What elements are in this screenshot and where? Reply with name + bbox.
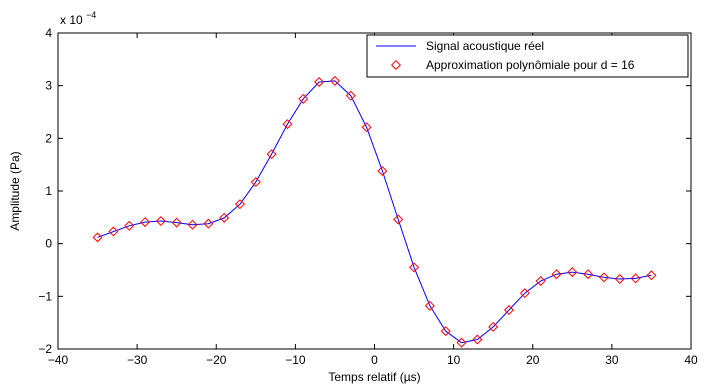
y-tick-label: 1 [45, 184, 52, 198]
approx-marker [329, 75, 340, 86]
approx-marker [171, 217, 182, 228]
approx-marker [234, 199, 245, 210]
x-tick-label: 0 [371, 353, 378, 367]
approx-marker [504, 305, 515, 316]
legend-marker-sample [390, 59, 402, 71]
approx-marker [266, 149, 277, 160]
approx-marker [124, 220, 135, 231]
approx-marker [219, 212, 230, 223]
legend-label-signal: Signal acoustique réel [426, 39, 544, 53]
approx-marker [282, 119, 293, 130]
y-tick-label: 4 [45, 26, 52, 40]
approx-marker [440, 326, 451, 337]
y-tick-label: 3 [45, 79, 52, 93]
approx-marker [377, 165, 388, 176]
approx-marker [361, 122, 372, 133]
approx-marker [535, 276, 546, 287]
signal-line [97, 80, 652, 344]
y-axis-label: Amplitude (Pa) [8, 151, 22, 230]
plot-area [58, 33, 691, 349]
approx-marker [203, 218, 214, 229]
x-tick-label: 10 [447, 353, 461, 367]
y-tick-label: 0 [45, 237, 52, 251]
x-tick-label: 40 [684, 353, 698, 367]
y-axis-exponent: x 10 −4 [60, 10, 96, 27]
approx-marker [567, 267, 578, 278]
x-tick-label: 20 [526, 353, 540, 367]
legend-label-approx: Approximation polynômiale pour d = 16 [426, 58, 635, 72]
legend-box [366, 34, 689, 78]
y-tick-label: −1 [38, 289, 52, 303]
approx-marker [456, 337, 467, 348]
y-axis-exponent-base: x 10 [60, 13, 83, 27]
approx-marker [298, 93, 309, 104]
approx-marker [488, 321, 499, 332]
approx-marker [472, 334, 483, 345]
approx-marker [140, 217, 151, 228]
approx-marker [630, 273, 641, 284]
approx-marker [409, 262, 420, 273]
approx-marker [614, 273, 625, 284]
approx-marker [646, 270, 657, 281]
approx-marker [345, 90, 356, 101]
plot-frame [57, 32, 692, 350]
approx-marker [155, 216, 166, 227]
approx-marker [424, 300, 435, 311]
approx-marker [551, 269, 562, 280]
x-tick-label: −10 [285, 353, 306, 367]
x-tick-label: −20 [206, 353, 227, 367]
y-tick-label: 2 [45, 131, 52, 145]
y-tick-label: −2 [38, 342, 52, 356]
approx-marker [92, 232, 103, 243]
approx-marker [583, 269, 594, 280]
axis-labels: Temps relatif (µs) Amplitude (Pa) x 10 −… [8, 10, 421, 384]
approx-marker [250, 177, 261, 188]
series-layer [92, 75, 657, 348]
approx-marker [108, 226, 119, 237]
approx-marker [598, 272, 609, 283]
approx-marker [187, 219, 198, 230]
x-axis-label: Temps relatif (µs) [328, 370, 420, 384]
approx-marker [393, 214, 404, 225]
legend: Signal acoustique réel Approximation poly… [366, 34, 689, 78]
x-tick-label: 30 [605, 353, 619, 367]
x-tick-label: −40 [48, 353, 69, 367]
y-axis-exponent-power: −4 [86, 10, 96, 20]
approx-marker [314, 76, 325, 87]
x-tick-label: −30 [127, 353, 148, 367]
approx-marker [519, 288, 530, 299]
